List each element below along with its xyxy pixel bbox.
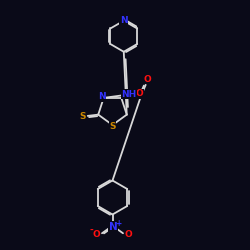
- Text: NH: NH: [121, 90, 136, 99]
- Text: -: -: [90, 226, 94, 235]
- Text: N: N: [98, 92, 106, 101]
- Text: O: O: [136, 89, 143, 98]
- Text: S: S: [109, 122, 116, 131]
- Text: N: N: [120, 16, 128, 25]
- Text: O: O: [124, 230, 132, 239]
- Text: O: O: [92, 230, 100, 239]
- Text: O: O: [143, 75, 151, 84]
- Text: S: S: [79, 112, 86, 121]
- Text: +: +: [115, 219, 121, 228]
- Text: N: N: [108, 222, 118, 232]
